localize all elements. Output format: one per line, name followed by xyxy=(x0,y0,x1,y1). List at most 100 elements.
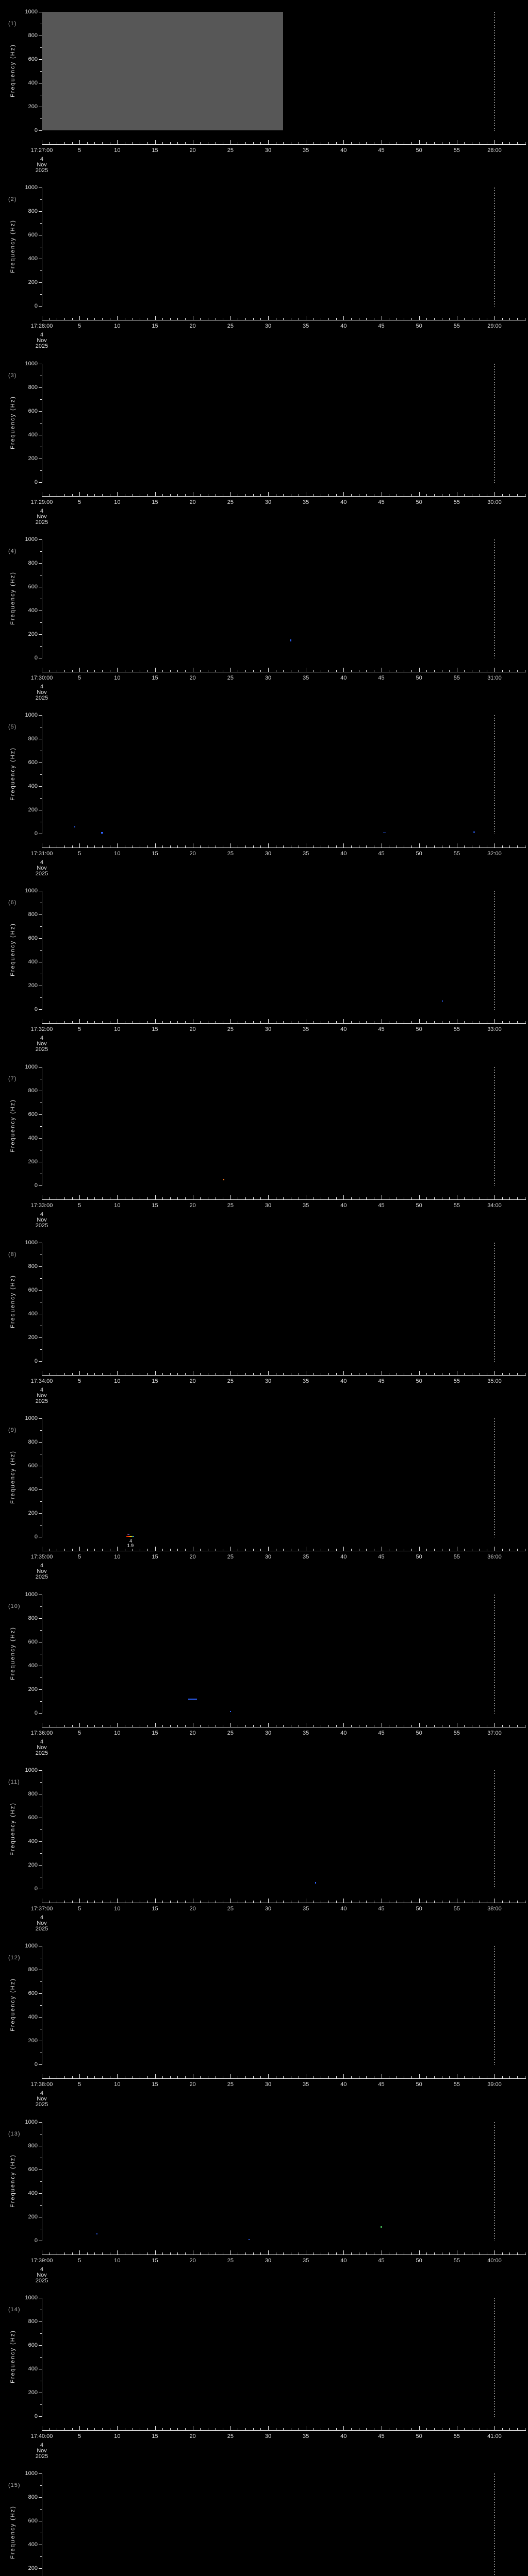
y-tick-label: 600 xyxy=(28,1463,38,1469)
x-tick-label: 5 xyxy=(78,2081,81,2088)
x-tick-label: 35 xyxy=(303,1730,309,1736)
x-tick-label: 55 xyxy=(453,2258,460,2264)
spectrogram-panel: (1) Frequency (Hz) 0 200 400 600 800 1000 17:2… xyxy=(0,0,528,176)
dashed-boundary-line xyxy=(494,715,495,834)
x-major-tick xyxy=(155,1723,156,1727)
x-minor-tick xyxy=(245,142,246,144)
x-major-tick xyxy=(419,2250,420,2255)
x-minor-tick xyxy=(64,142,65,144)
y-tick-label: 400 xyxy=(28,1838,38,1844)
x-minor-tick xyxy=(253,494,254,496)
x-minor-tick xyxy=(464,670,465,672)
y-tick-label: 1000 xyxy=(25,712,38,718)
y-minor-tick xyxy=(40,1829,42,1830)
x-minor-tick xyxy=(147,1725,148,1727)
x-tick-label: 20 xyxy=(189,2081,196,2088)
y-major-tick xyxy=(39,1513,42,1514)
x-minor-tick xyxy=(426,1725,427,1727)
x-minor-tick xyxy=(260,142,261,144)
x-minor-tick xyxy=(87,1725,88,1727)
x-minor-tick xyxy=(245,670,246,672)
y-major-tick xyxy=(39,1442,42,1443)
x-minor-tick xyxy=(170,2428,171,2430)
x-tick-label: 25 xyxy=(227,1202,234,1209)
x-minor-tick xyxy=(509,1373,510,1375)
x-minor-tick xyxy=(351,2252,352,2255)
x-tick-label: 17:36:00 xyxy=(30,1730,53,1736)
x-minor-tick xyxy=(351,142,352,144)
x-major-tick xyxy=(494,668,495,672)
date-line: 4 xyxy=(40,684,44,690)
event-marker xyxy=(315,1882,317,1884)
x-minor-tick xyxy=(283,1373,284,1375)
y-tick-label: 1000 xyxy=(25,1240,38,1246)
x-tick-label: 20 xyxy=(189,1554,196,1560)
y-tick-label: 0 xyxy=(34,1182,38,1189)
x-minor-tick xyxy=(162,1725,163,1727)
x-tick-label: 15 xyxy=(152,1906,158,1912)
x-minor-tick xyxy=(366,1197,367,1199)
x-tick-label: 55 xyxy=(453,1378,460,1384)
x-minor-tick xyxy=(449,142,450,144)
x-minor-tick xyxy=(102,845,103,848)
x-minor-tick xyxy=(502,2252,503,2255)
x-tick-label: 30 xyxy=(265,675,272,681)
x-tick-label: 17:34:00 xyxy=(30,1378,53,1384)
x-minor-tick xyxy=(260,2252,261,2255)
x-minor-tick xyxy=(434,2428,435,2430)
y-major-tick xyxy=(39,715,42,716)
x-major-tick xyxy=(494,1195,495,1199)
date-line: Nov xyxy=(37,1744,47,1751)
x-minor-tick xyxy=(64,1197,65,1199)
x-major-tick xyxy=(230,1195,231,1199)
x-minor-tick xyxy=(411,1725,412,1727)
y-major-tick xyxy=(39,563,42,564)
x-tick-label: 50 xyxy=(416,1202,422,1209)
x-tick-label: 45 xyxy=(378,499,385,505)
x-minor-tick xyxy=(351,845,352,848)
x-minor-tick xyxy=(94,1549,95,1551)
y-tick-label: 400 xyxy=(28,783,38,789)
y-tick-label: 0 xyxy=(34,127,38,133)
x-minor-tick xyxy=(185,494,186,496)
x-major-tick xyxy=(343,1723,344,1727)
x-minor-tick xyxy=(464,318,465,320)
x-minor-tick xyxy=(147,2252,148,2255)
x-minor-tick xyxy=(509,1901,510,1903)
x-minor-tick xyxy=(94,318,95,320)
x-minor-tick xyxy=(328,1725,329,1727)
x-minor-tick xyxy=(328,845,329,848)
x-minor-tick xyxy=(517,1725,518,1727)
event-marker xyxy=(96,2233,97,2234)
x-minor-tick xyxy=(253,1725,254,1727)
x-minor-tick xyxy=(94,1197,95,1199)
y-tick-label: 1000 xyxy=(25,361,38,367)
date-line: Nov xyxy=(37,1393,47,1399)
x-minor-tick xyxy=(94,1901,95,1903)
x-minor-tick xyxy=(283,1021,284,1023)
y-tick-label: 800 xyxy=(28,2318,38,2325)
y-major-tick xyxy=(39,1489,42,1490)
x-major-tick xyxy=(419,1723,420,1727)
spectrogram-panel: (5) Frequency (Hz) 0 200 400 600 800 1000 17:3… xyxy=(0,703,528,879)
x-major-tick xyxy=(268,1195,269,1199)
spectrogram-panel: (11) Frequency (Hz) 0 200 400 600 800 1000 17:… xyxy=(0,1758,528,1934)
x-minor-tick xyxy=(72,2252,73,2255)
x-tick-label: 50 xyxy=(416,323,422,329)
axis-ticks xyxy=(0,1231,528,1406)
axis-labels: 0 200 400 600 800 1000 17:37:00 5 10 15 20 25 30 35 40… xyxy=(0,1758,528,1934)
y-major-tick xyxy=(39,130,42,131)
x-minor-tick xyxy=(434,1373,435,1375)
x-minor-tick xyxy=(328,1021,329,1023)
x-major-tick xyxy=(155,316,156,320)
x-minor-tick xyxy=(449,2076,450,2078)
spectrogram-panel: (12) Frequency (Hz) 0 200 400 600 800 1000 17:… xyxy=(0,1934,528,2110)
x-major-tick xyxy=(230,1371,231,1375)
date-line: 2025 xyxy=(35,695,48,701)
y-minor-tick xyxy=(40,1782,42,1783)
x-major-tick xyxy=(155,1547,156,1551)
x-minor-tick xyxy=(200,142,201,144)
event-marker xyxy=(101,832,103,834)
x-minor-tick xyxy=(464,1549,465,1551)
x-minor-tick xyxy=(502,845,503,848)
